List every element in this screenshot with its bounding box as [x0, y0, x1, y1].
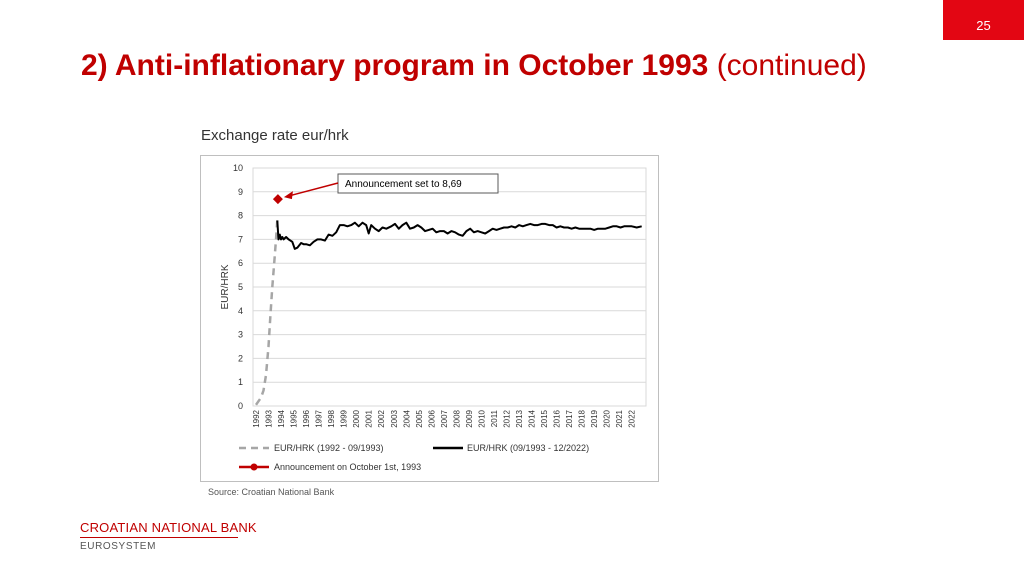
- series-line-1993-2022: [276, 220, 642, 250]
- y-tick-label: 9: [238, 187, 243, 197]
- annotation-arrow-head: [283, 191, 293, 200]
- x-tick-label: 2013: [515, 409, 524, 427]
- y-tick-label: 3: [238, 330, 243, 340]
- x-tick-label: 2003: [390, 409, 399, 427]
- x-tick-label: 2011: [490, 409, 499, 427]
- x-tick-label: 2009: [465, 409, 474, 427]
- y-tick-label: 0: [238, 401, 243, 411]
- legend-label-1992-1993: EUR/HRK (1992 - 09/1993): [274, 443, 384, 453]
- x-tick-label: 1992: [252, 409, 261, 427]
- x-tick-label: 2007: [440, 409, 449, 427]
- annotation-label: Announcement set to 8,69: [345, 179, 462, 190]
- x-tick-label: 2010: [477, 409, 486, 427]
- annotation-arrow-line: [287, 182, 339, 197]
- logo-divider: [80, 537, 238, 538]
- x-tick-label: 2012: [502, 409, 511, 427]
- y-tick-label: 7: [238, 234, 243, 244]
- page-number: 25: [976, 18, 991, 33]
- x-tick-label: 2019: [590, 409, 599, 427]
- chart-caption: Exchange rate eur/hrk: [201, 127, 349, 144]
- x-tick-label: 2002: [377, 409, 386, 427]
- series-line-1992-1993: [254, 220, 279, 406]
- x-tick-label: 2016: [553, 409, 562, 427]
- slide-title-suffix: (continued): [716, 49, 867, 82]
- legend-label-announcement: Announcement on October 1st, 1993: [274, 462, 421, 472]
- x-tick-label: 2001: [365, 409, 374, 427]
- x-tick-label: 2008: [452, 409, 461, 427]
- slide-title-main: 2) Anti-inflationary program in October …: [81, 49, 709, 82]
- x-tick-label: 2006: [427, 409, 436, 427]
- x-tick-label: 2022: [628, 409, 637, 427]
- exchange-rate-chart: 0 1 2 3 4 5 6 7 8 9 10 EUR/HRK 1992 1993 1994 1995 1996 1…: [220, 163, 647, 472]
- x-tick-label: 2000: [352, 409, 361, 427]
- bank-logo-name: CROATIAN NATIONAL BANK: [80, 520, 257, 535]
- y-tick-label: 6: [238, 258, 243, 268]
- x-tick-label: 2017: [565, 409, 574, 427]
- y-tick-label: 1: [238, 377, 243, 387]
- slide-title: 2) Anti-inflationary program in October …: [81, 44, 867, 88]
- x-tick-label: 2004: [402, 409, 411, 427]
- chart-frame: 0 1 2 3 4 5 6 7 8 9 10 EUR/HRK 1992 1993 1994 1995 1996 1…: [200, 155, 659, 482]
- legend-label-1993-2022: EUR/HRK (09/1993 - 12/2022): [467, 443, 589, 453]
- y-axis-label: EUR/HRK: [220, 264, 231, 309]
- y-tick-label: 2: [238, 353, 243, 363]
- x-tick-label: 1998: [327, 409, 336, 427]
- y-tick-label: 5: [238, 282, 243, 292]
- x-tick-label: 2014: [528, 409, 537, 427]
- x-tick-label: 1996: [302, 409, 311, 427]
- y-tick-label: 10: [233, 163, 243, 173]
- bank-logo-sub: EUROSYSTEM: [80, 541, 157, 552]
- page-number-badge: 25: [943, 0, 1024, 40]
- x-tick-label: 1993: [265, 409, 274, 427]
- y-tick-label: 4: [238, 306, 243, 316]
- x-tick-label: 1995: [290, 409, 299, 427]
- x-tick-label: 2018: [578, 409, 587, 427]
- legend-swatch-marker-dot: [250, 463, 258, 471]
- x-tick-label: 1997: [315, 409, 324, 427]
- x-tick-label: 2021: [615, 409, 624, 427]
- announcement-marker: [272, 194, 283, 205]
- y-tick-label: 8: [238, 211, 243, 221]
- x-tick-label: 2005: [415, 409, 424, 427]
- x-tick-label: 2020: [603, 409, 612, 427]
- source-note: Source: Croatian National Bank: [208, 487, 335, 497]
- x-tick-label: 1994: [277, 409, 286, 427]
- x-tick-label: 1999: [340, 409, 349, 427]
- x-tick-label: 2015: [540, 409, 549, 427]
